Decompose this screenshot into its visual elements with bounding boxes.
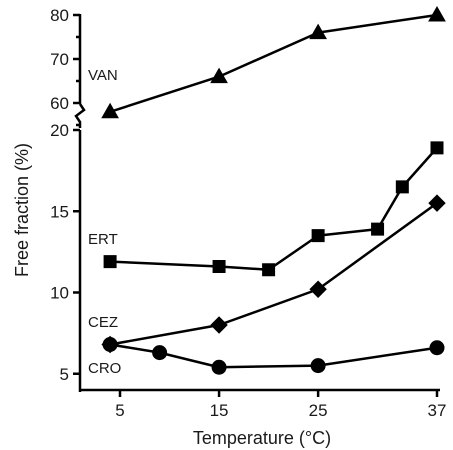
- axes: 60 70 80 5 10 15 20 5 15 25 37: [50, 6, 446, 420]
- series-ert: ERT: [88, 141, 444, 277]
- data-point-ert-6: [430, 141, 444, 155]
- y-tick-label-20: 20: [50, 121, 69, 140]
- series-label-van: VAN: [88, 67, 118, 84]
- data-point-cez-1: [210, 316, 228, 334]
- data-point-van-2: [309, 23, 327, 40]
- series-line-cez: [109, 202, 438, 346]
- y-tick-label-60: 60: [50, 94, 69, 113]
- x-tick-label-15: 15: [210, 401, 229, 420]
- data-point-ert-2: [262, 263, 276, 277]
- series-van: VAN: [88, 5, 446, 119]
- series-line-ert: [110, 147, 438, 271]
- data-point-cro-4: [429, 340, 445, 356]
- series-label-cro: CRO: [88, 360, 121, 377]
- x-axis-title: Temperature (°C): [193, 428, 331, 448]
- x-tick-label-25: 25: [309, 401, 328, 420]
- y-tick-label-15: 15: [50, 202, 69, 221]
- y-tick-label-80: 80: [50, 6, 69, 25]
- data-point-ert-1: [212, 260, 226, 273]
- x-tick-label-37: 37: [428, 401, 447, 420]
- data-point-van-1: [210, 67, 228, 84]
- series-layer: VAN ERT CEZ CRO: [88, 5, 446, 377]
- data-point-ert-5: [395, 180, 409, 194]
- x-tick-label-5: 5: [115, 401, 124, 420]
- data-point-ert-4: [371, 222, 385, 236]
- data-point-van-0: [101, 102, 119, 119]
- data-point-cro-2: [211, 359, 227, 375]
- y-tick-label-5: 5: [60, 365, 69, 384]
- y-tick-label-70: 70: [50, 50, 69, 69]
- data-point-cro-3: [310, 358, 326, 374]
- series-label-ert: ERT: [88, 231, 118, 248]
- data-point-cez-2: [309, 280, 327, 298]
- data-point-cro-1: [152, 345, 168, 361]
- data-point-cez-3: [428, 194, 446, 212]
- series-cro: CRO: [88, 337, 445, 377]
- data-point-cro-0: [102, 337, 118, 352]
- data-point-ert-0: [103, 255, 117, 269]
- y-tick-label-10: 10: [50, 284, 69, 303]
- series-label-cez: CEZ: [88, 314, 118, 331]
- y-axis-title: Free fraction (%): [12, 143, 32, 277]
- data-point-ert-3: [311, 229, 325, 243]
- series-line-van: [109, 13, 438, 113]
- data-point-van-3: [428, 5, 446, 22]
